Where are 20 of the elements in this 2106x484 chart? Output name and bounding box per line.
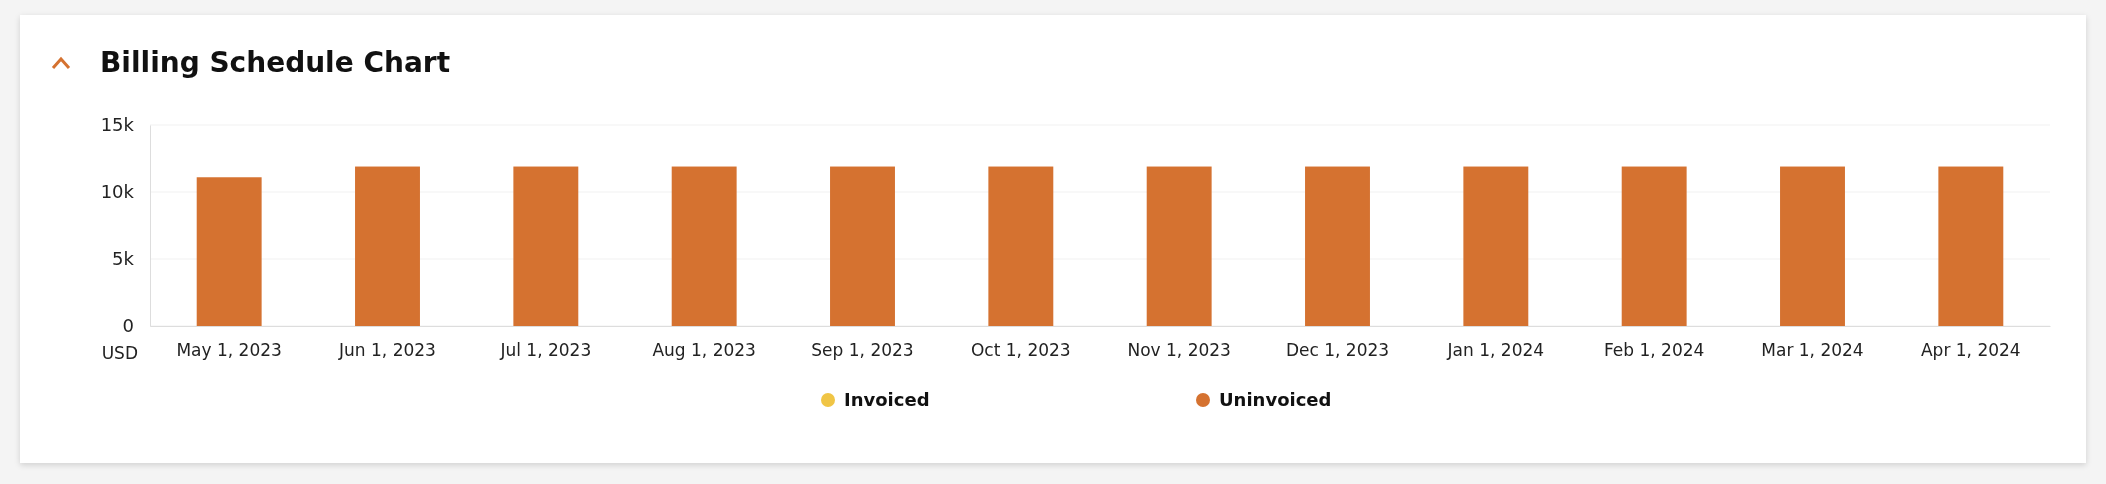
x-tick-label: Aug 1, 2023 [652, 340, 756, 361]
y-tick-label: 0 [122, 315, 134, 337]
x-tick-label: Dec 1, 2023 [1285, 340, 1390, 361]
x-tick-label: Apr 1, 2024 [1920, 340, 2021, 361]
legend-label: Uninvoiced [1219, 389, 1332, 410]
x-tick-label: Mar 1, 2024 [1761, 340, 1864, 361]
x-tick-label: Feb 1, 2024 [1603, 340, 1705, 361]
legend-label: Invoiced [844, 389, 930, 410]
x-tick-label: Nov 1, 2023 [1127, 340, 1231, 361]
x-tick-label: Sep 1, 2023 [811, 340, 914, 361]
x-tick-label: Jan 1, 2024 [1446, 340, 1545, 361]
x-tick-label: Jul 1, 2023 [499, 340, 592, 361]
x-tick-label: Jun 1, 2023 [338, 340, 436, 361]
chart-title: Billing Schedule Chart [100, 46, 451, 79]
x-tick-label: May 1, 2023 [176, 340, 282, 361]
y-tick-label: 5k [112, 248, 135, 270]
y-tick-label: 10k [100, 181, 135, 203]
y-tick-label: 15k [100, 114, 135, 136]
y-axis-title: USD [101, 343, 138, 363]
x-tick-label: Oct 1, 2023 [970, 340, 1071, 361]
